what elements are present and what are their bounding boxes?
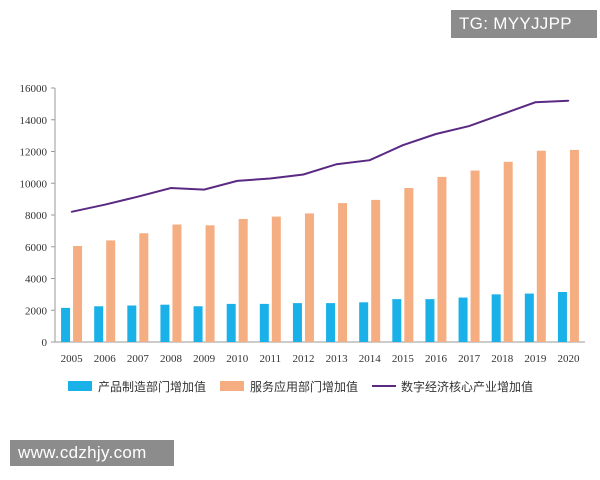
y-tick-label: 16000 (20, 83, 48, 95)
legend-label-core: 数字经济核心产业增加值 (401, 379, 533, 394)
bar-service (470, 170, 480, 342)
x-tick-label: 2019 (524, 353, 547, 365)
line-point-core (302, 173, 305, 176)
watermark-top: TG: MYYJJPP (451, 10, 597, 38)
x-tick-label: 2018 (491, 353, 514, 365)
x-tick-label: 2008 (160, 353, 183, 365)
x-tick-label: 2014 (359, 353, 382, 365)
y-tick-label: 2000 (25, 305, 48, 317)
x-tick-label: 2017 (458, 353, 481, 365)
x-ticks: 2005 2006 2007 2008 2009 2010 2011 2012 2013 2014… (61, 353, 580, 365)
bar-manufacturing (557, 291, 567, 342)
line-core-group (70, 99, 570, 213)
x-tick-label: 2007 (127, 353, 150, 365)
line-point-core (203, 188, 205, 191)
legend-label-manufacturing: 产品制造部门增加值 (98, 379, 206, 394)
bars-manufacturing (61, 291, 567, 342)
y-tick-label: 14000 (20, 115, 48, 127)
bar-manufacturing (160, 304, 170, 342)
x-tick-label: 2013 (326, 353, 349, 365)
x-tick-label: 2020 (557, 353, 580, 365)
x-tick-label: 2012 (292, 353, 314, 365)
line-point-core (368, 159, 371, 162)
line-point-core (269, 177, 272, 180)
y-tick-label: 8000 (25, 210, 48, 222)
y-ticks: 0 2000 4000 6000 8000 10000 12000 14000 16000 (20, 83, 55, 349)
bar-manufacturing (425, 299, 435, 342)
bar-manufacturing (292, 303, 302, 342)
line-point-core (236, 180, 238, 182)
bar-manufacturing (524, 293, 534, 342)
y-tick-label: 12000 (20, 147, 48, 159)
bar-manufacturing (226, 303, 236, 342)
legend-swatch-service (220, 381, 244, 391)
line-core-series (71, 99, 569, 213)
bar-service (205, 225, 215, 342)
bar-service (503, 161, 513, 342)
line-point-core (501, 113, 503, 115)
bar-manufacturing (127, 305, 137, 342)
line-point-core (468, 125, 470, 127)
y-tick-label: 0 (42, 337, 48, 349)
bar-manufacturing (193, 306, 203, 342)
line-point-core (137, 195, 139, 198)
bar-manufacturing (326, 303, 336, 342)
bar-service (437, 176, 447, 342)
line-point-core (402, 144, 404, 146)
x-tick-label: 2010 (226, 353, 249, 365)
bar-service (304, 213, 314, 342)
bar-service (371, 199, 381, 342)
bar-service (106, 240, 116, 342)
x-tick-label: 2009 (193, 353, 216, 365)
bar-manufacturing (458, 297, 468, 342)
watermark-bottom: www.cdzhjy.com (10, 440, 174, 466)
line-point-core (170, 187, 172, 189)
line-point-core (534, 101, 537, 104)
bar-service (172, 224, 182, 342)
legend-swatch-manufacturing (68, 381, 92, 391)
y-tick-label: 10000 (20, 178, 48, 190)
line-point-core (335, 163, 338, 165)
line-point-core (70, 211, 73, 213)
x-tick-label: 2016 (425, 353, 448, 365)
bar-service (271, 216, 281, 342)
bar-manufacturing (359, 302, 369, 342)
line-point-core (567, 99, 570, 102)
bar-service (569, 149, 579, 342)
legend: 产品制造部门增加值 服务应用部门增加值 数字经济核心产业增加值 (68, 379, 533, 394)
bar-manufacturing (491, 294, 501, 342)
bar-service (139, 233, 149, 342)
y-tick-label: 6000 (25, 242, 48, 254)
y-tick-label: 4000 (25, 274, 48, 286)
bar-service (536, 150, 546, 342)
legend-label-service: 服务应用部门增加值 (250, 379, 358, 394)
bar-service (338, 203, 348, 342)
bar-manufacturing (392, 299, 402, 342)
bars-service (73, 149, 579, 342)
x-tick-label: 2011 (260, 353, 282, 365)
line-point-core (103, 203, 106, 206)
x-tick-label: 2005 (61, 353, 84, 365)
bar-service (238, 218, 248, 342)
bar-service (73, 245, 83, 342)
bar-service (404, 188, 414, 342)
bar-manufacturing (61, 307, 71, 342)
bar-manufacturing (94, 306, 104, 342)
x-tick-label: 2015 (392, 353, 415, 365)
x-tick-label: 2006 (94, 353, 117, 365)
line-point-core (435, 133, 437, 135)
bar-manufacturing (259, 303, 269, 342)
